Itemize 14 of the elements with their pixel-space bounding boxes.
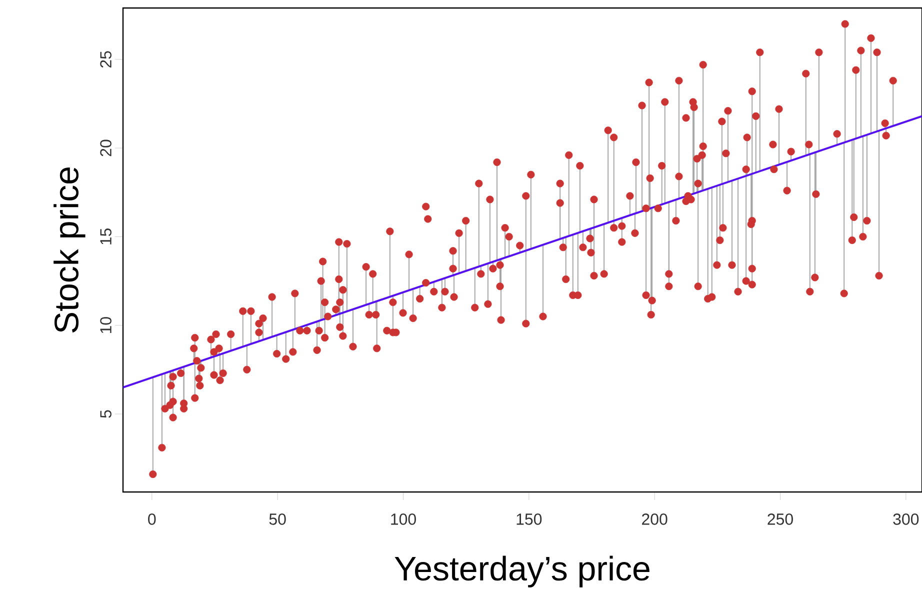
- y-tick-label: 10: [100, 317, 112, 334]
- y-tick-label: 15: [100, 228, 112, 244]
- x-tick-label: 0: [148, 514, 156, 525]
- x-tick-label: 100: [391, 514, 416, 525]
- y-tick-label: 25: [100, 51, 112, 68]
- y-tick-label: 20: [100, 140, 112, 156]
- x-tick-label: 250: [768, 514, 793, 525]
- x-tick-label: 50: [269, 514, 286, 525]
- x-tick-label: 300: [893, 514, 919, 525]
- y-tick-label: 5: [100, 410, 112, 418]
- x-tick-label: 150: [516, 514, 542, 525]
- x-tick-label: 200: [642, 514, 668, 525]
- y-axis-title: Stock price: [54, 167, 86, 333]
- x-axis-title: Yesterday’s price: [394, 556, 650, 588]
